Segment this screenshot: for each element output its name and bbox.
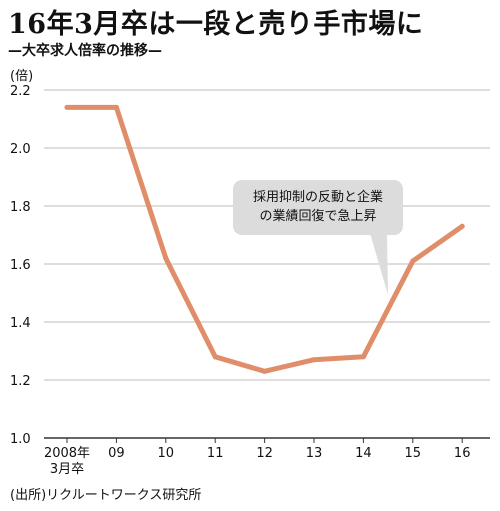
x-tick-label: 2008年 <box>44 446 90 461</box>
y-tick-label: 2.0 <box>10 142 31 157</box>
callout-text: の業績回復で急上昇 <box>259 208 376 224</box>
data-point <box>64 104 70 110</box>
x-tick-label: 09 <box>108 446 125 461</box>
data-point <box>262 368 268 374</box>
data-point <box>360 354 366 360</box>
data-point <box>113 104 119 110</box>
y-tick-label: 1.8 <box>10 200 31 215</box>
data-point <box>163 255 169 261</box>
x-tick-label: 13 <box>306 446 323 461</box>
x-tick-label: 12 <box>256 446 273 461</box>
callout-pointer <box>370 233 388 295</box>
data-point <box>212 354 218 360</box>
x-tick-label: 3月卒 <box>50 462 84 477</box>
data-point <box>410 258 416 264</box>
data-point <box>311 357 317 363</box>
y-tick-label: 1.2 <box>10 374 31 389</box>
chart-title: 16年3月卒は一段と売り手市場に <box>8 9 424 40</box>
x-tick-label: 11 <box>207 446 224 461</box>
x-tick-label: 15 <box>405 446 422 461</box>
y-tick-label: 1.4 <box>10 316 31 331</box>
y-tick-label: 2.2 <box>10 84 31 99</box>
x-tick-label: 16 <box>454 446 471 461</box>
x-tick-label: 14 <box>355 446 372 461</box>
chart-subtitle: —大卒求人倍率の推移— <box>8 43 162 59</box>
data-point <box>459 223 465 229</box>
series-line <box>64 104 465 374</box>
source-note: (出所)リクルートワークス研究所 <box>10 488 202 503</box>
y-tick-label: 1.0 <box>10 432 31 447</box>
y-axis-unit: (倍) <box>10 69 34 84</box>
y-tick-label: 1.6 <box>10 258 31 273</box>
callout-text: 採用抑制の反動と企業 <box>253 189 383 205</box>
x-tick-label: 10 <box>158 446 175 461</box>
callout-box <box>233 180 403 235</box>
